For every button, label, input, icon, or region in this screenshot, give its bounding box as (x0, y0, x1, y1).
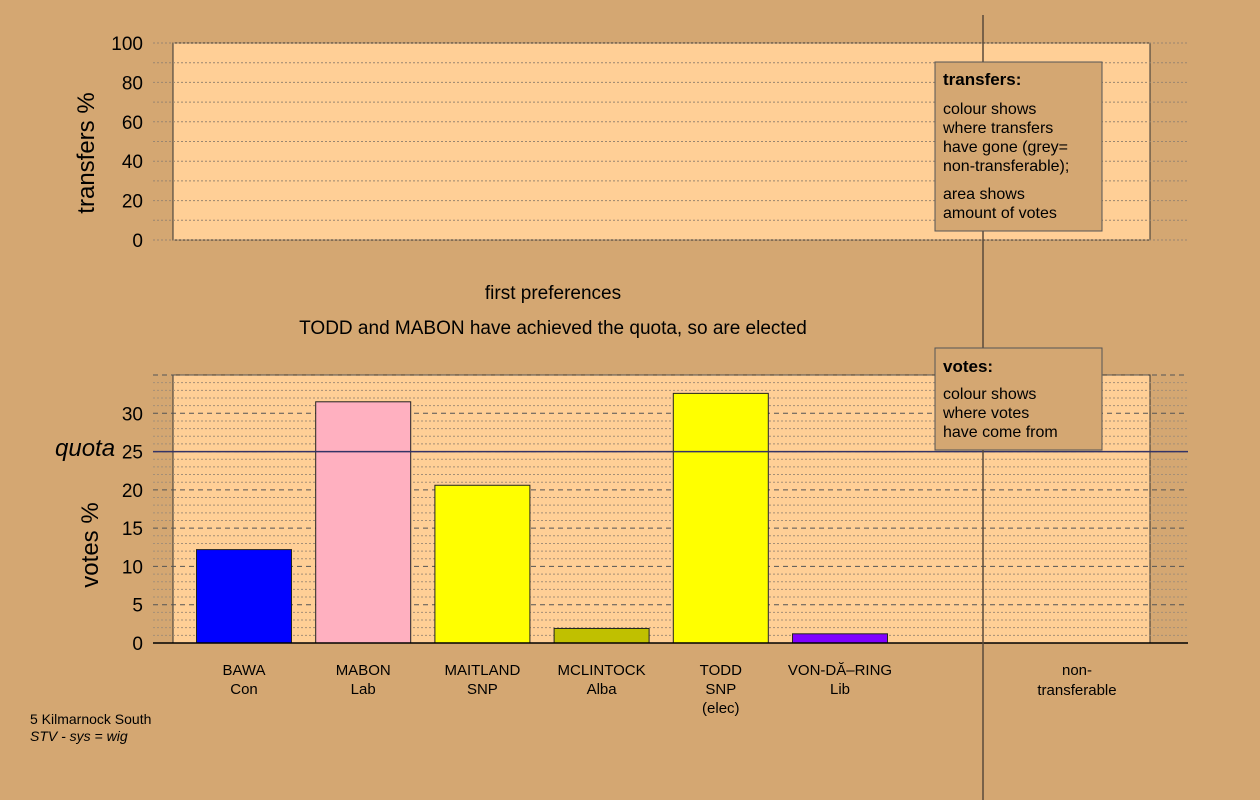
transfers-y-tick-label: 20 (122, 192, 143, 213)
votes-panel: 0 5 10 15 20 25 30 BAWA Con MABON Lab MAITLAND SNP M… (55, 374, 1188, 717)
votes-category-labels: BAWA Con MABON Lab MAITLAND SNP MCLINTOCK Alba T… (222, 662, 892, 717)
votes-bars (196, 392, 888, 644)
transfers-legend-line: colour shows (943, 101, 1036, 118)
votes-legend: votes: colour shows where votes have com… (934, 347, 1103, 451)
transfers-y-ticks: 0 20 40 60 80 100 (111, 34, 143, 252)
transfers-y-axis-title: transfers % (73, 92, 100, 213)
votes-y-ticks: 0 5 10 15 20 25 30 (122, 404, 143, 655)
vote-bar (792, 633, 888, 644)
nontransferable-label: transferable (1037, 682, 1116, 699)
transfers-y-tick-label: 40 (122, 152, 143, 173)
transfers-y-tick-label: 100 (111, 34, 143, 55)
candidate-label: BAWA (222, 662, 265, 679)
transfers-y-tick-label: 60 (122, 113, 143, 134)
candidate-label: SNP (467, 681, 498, 698)
votes-legend-box (934, 347, 1103, 451)
transfers-y-tick-label: 80 (122, 73, 143, 94)
votes-y-tick-label: 20 (122, 481, 143, 502)
votes-legend-line: where votes (942, 405, 1029, 422)
vote-bar (434, 484, 531, 644)
votes-y-tick-label: 15 (122, 519, 143, 540)
ward-name: 5 Kilmarnock South (30, 711, 151, 727)
votes-y-axis-title: votes % (77, 502, 104, 587)
transfers-y-tick-label: 0 (132, 231, 143, 252)
vote-bar (553, 627, 650, 644)
vote-bar (672, 392, 769, 644)
transfers-legend-line: have gone (grey= (943, 139, 1068, 156)
candidate-label: (elec) (702, 700, 740, 717)
transfers-legend-line: amount of votes (943, 205, 1057, 222)
candidate-label: MABON (336, 662, 391, 679)
candidate-label: VON-DĂ–RING (788, 662, 892, 679)
votes-y-tick-label: 25 (122, 443, 143, 464)
votes-legend-line: have come from (943, 424, 1058, 441)
transfers-legend-line: non-transferable); (943, 158, 1069, 175)
candidate-label: MAITLAND (444, 662, 520, 679)
status-caption: TODD and MABON have achieved the quota, … (299, 318, 807, 339)
transfers-gridlines (153, 42, 1188, 241)
candidate-label: Con (230, 681, 258, 698)
transfers-legend: transfers: colour shows where transfers … (934, 61, 1103, 232)
quota-label: quota (55, 435, 115, 462)
votes-legend-line: colour shows (943, 386, 1036, 403)
candidate-label: Lab (351, 681, 376, 698)
round-caption: first preferences (485, 283, 621, 304)
transfers-legend-box (934, 61, 1103, 232)
transfers-legend-line: area shows (943, 186, 1025, 203)
votes-y-tick-label: 0 (132, 634, 143, 655)
voting-system: STV - sys = wig (30, 728, 128, 744)
votes-y-tick-label: 10 (122, 557, 143, 578)
candidate-label: TODD (700, 662, 742, 679)
votes-y-tick-label: 30 (122, 404, 143, 425)
vote-bar (315, 401, 412, 644)
candidate-label: MCLINTOCK (558, 662, 646, 679)
votes-y-tick-label: 5 (132, 596, 143, 617)
candidate-label: Alba (587, 681, 618, 698)
candidate-label: Lib (830, 681, 850, 698)
nontransferable-label: non- (1062, 662, 1092, 679)
transfers-legend-line: where transfers (942, 120, 1053, 137)
votes-legend-title: votes: (943, 357, 993, 376)
transfers-legend-title: transfers: (943, 70, 1021, 89)
candidate-label: SNP (705, 681, 736, 698)
vote-bar (196, 549, 292, 644)
